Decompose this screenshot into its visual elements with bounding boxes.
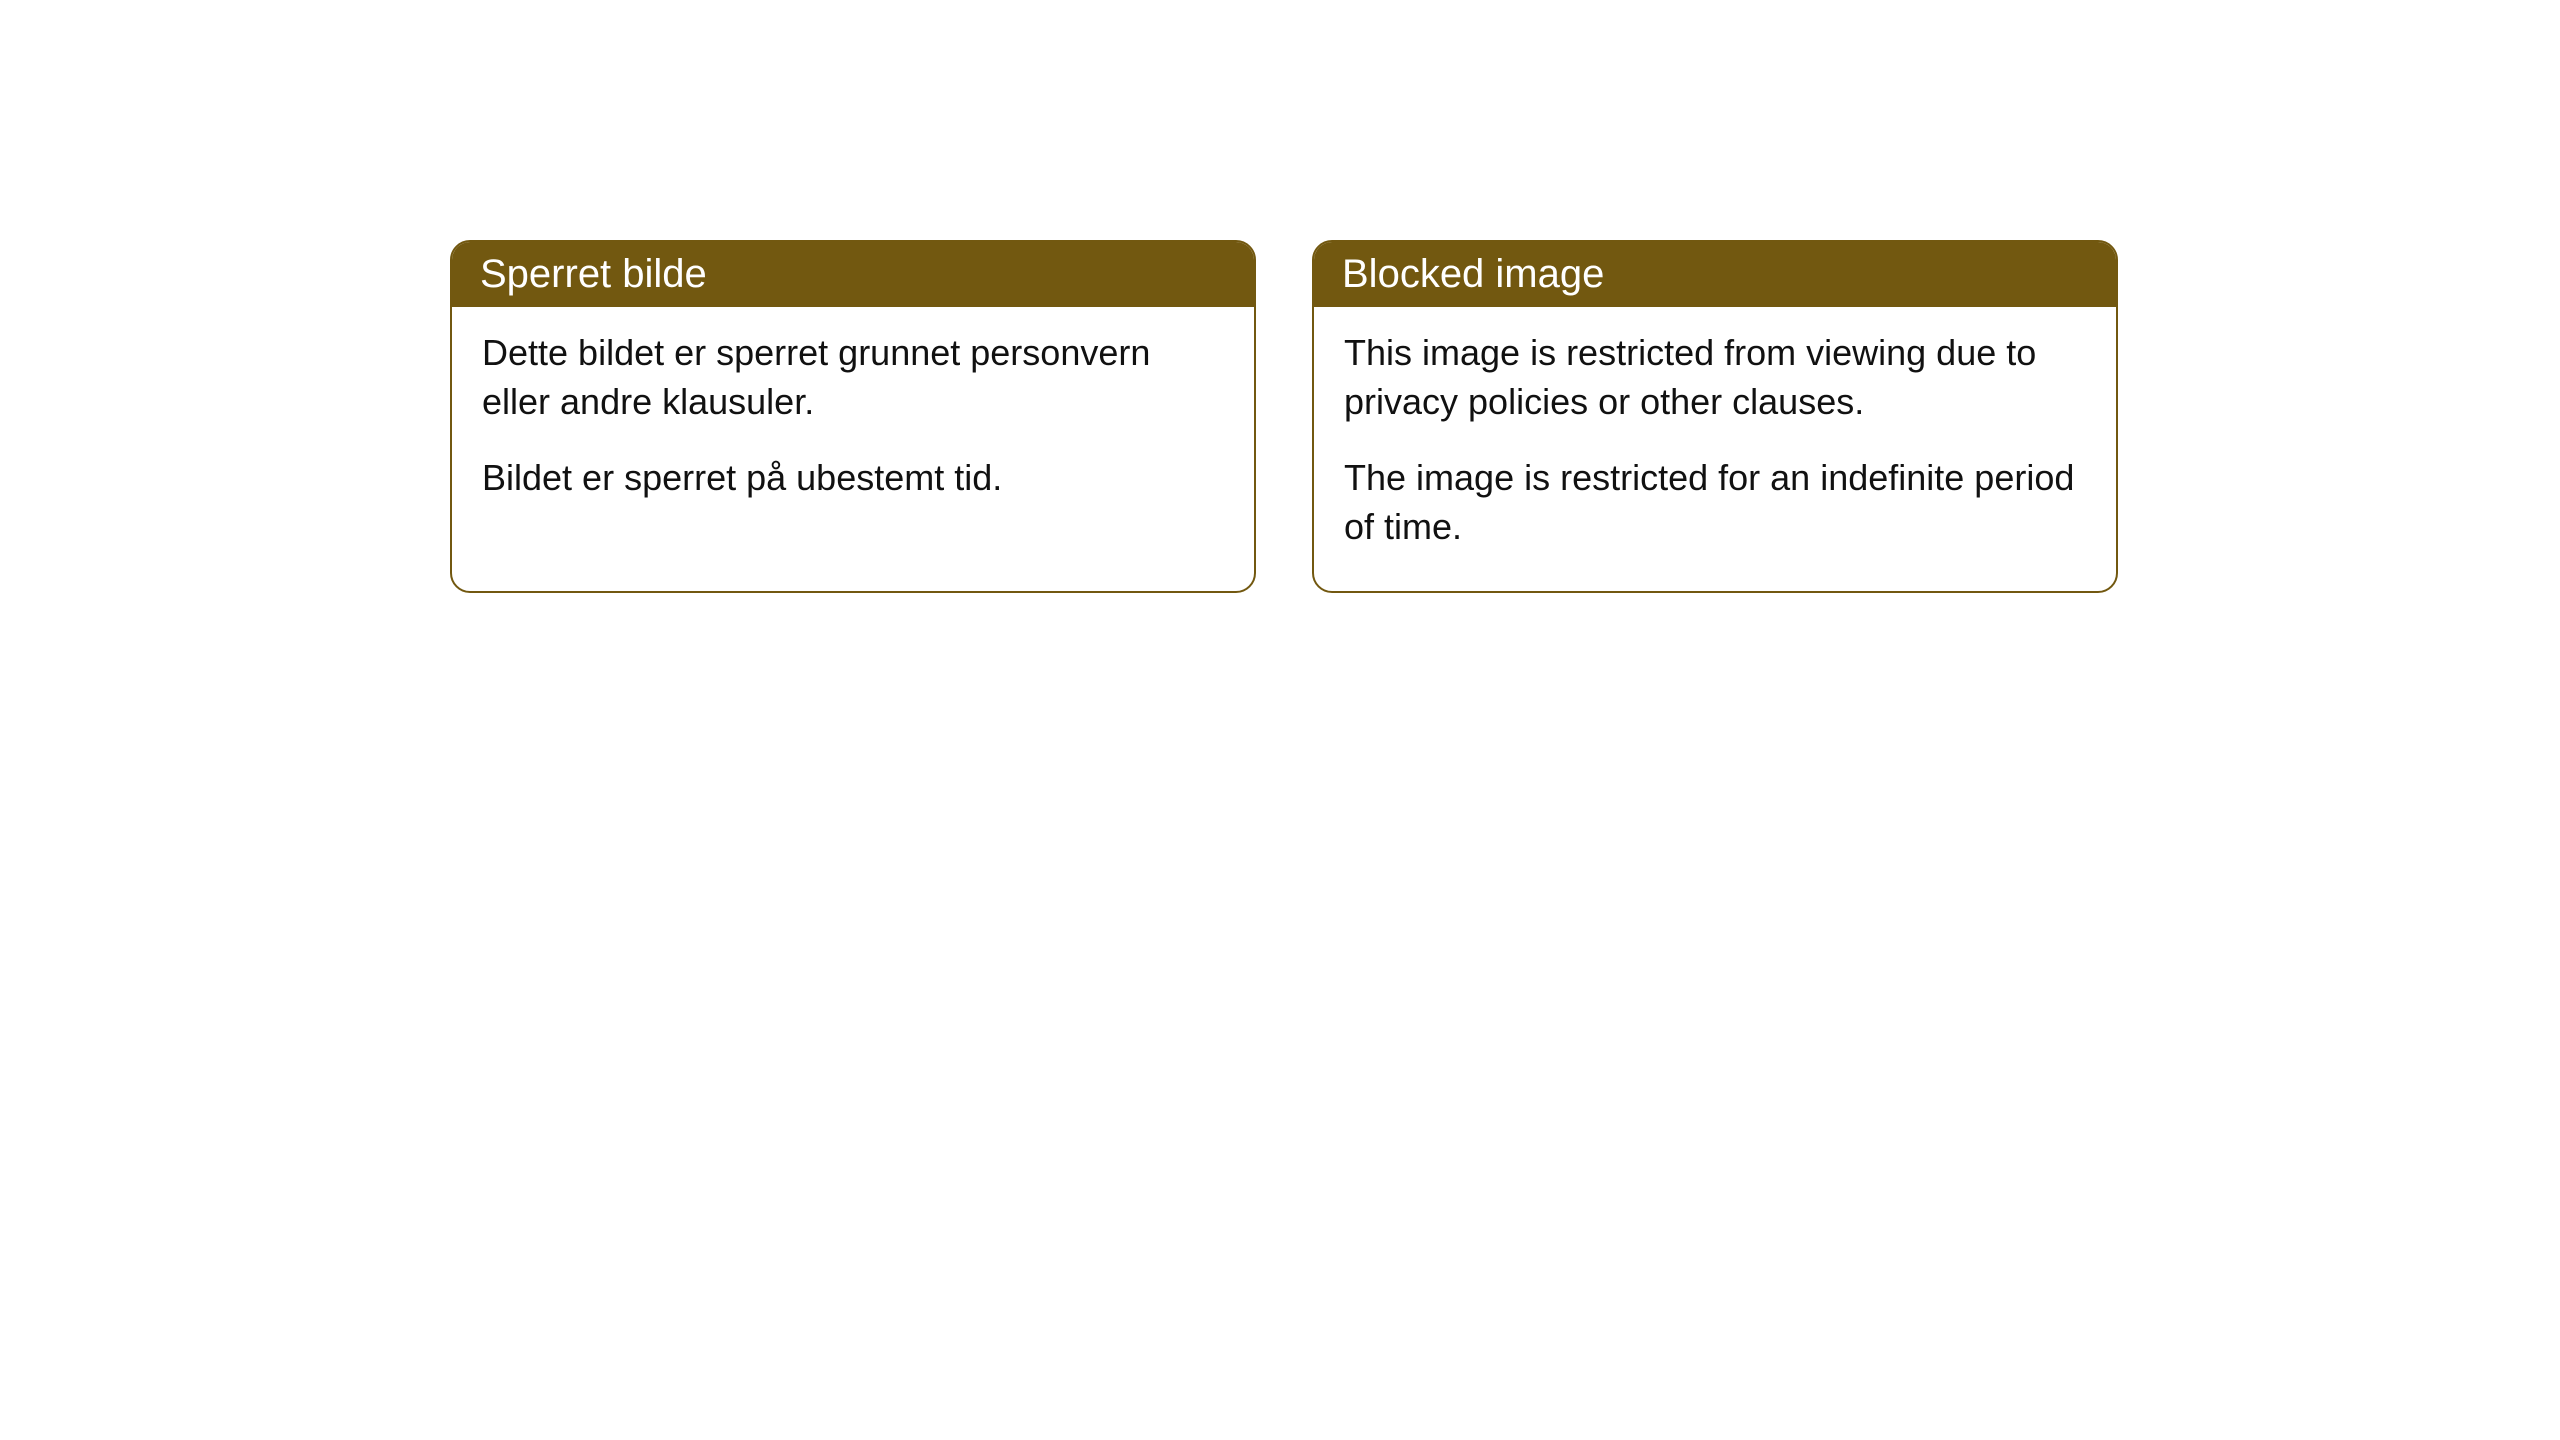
card-paragraph: Dette bildet er sperret grunnet personve…	[482, 329, 1224, 426]
card-body: Dette bildet er sperret grunnet personve…	[452, 307, 1254, 543]
card-title: Blocked image	[1342, 252, 1604, 296]
card-paragraph: This image is restricted from viewing du…	[1344, 329, 2086, 426]
card-title: Sperret bilde	[480, 252, 707, 296]
card-header: Sperret bilde	[452, 242, 1254, 307]
notice-card-english: Blocked image This image is restricted f…	[1312, 240, 2118, 593]
notice-card-norwegian: Sperret bilde Dette bildet er sperret gr…	[450, 240, 1256, 593]
card-paragraph: Bildet er sperret på ubestemt tid.	[482, 454, 1224, 503]
notice-cards-row: Sperret bilde Dette bildet er sperret gr…	[450, 240, 2560, 593]
card-paragraph: The image is restricted for an indefinit…	[1344, 454, 2086, 551]
card-header: Blocked image	[1314, 242, 2116, 307]
card-body: This image is restricted from viewing du…	[1314, 307, 2116, 591]
